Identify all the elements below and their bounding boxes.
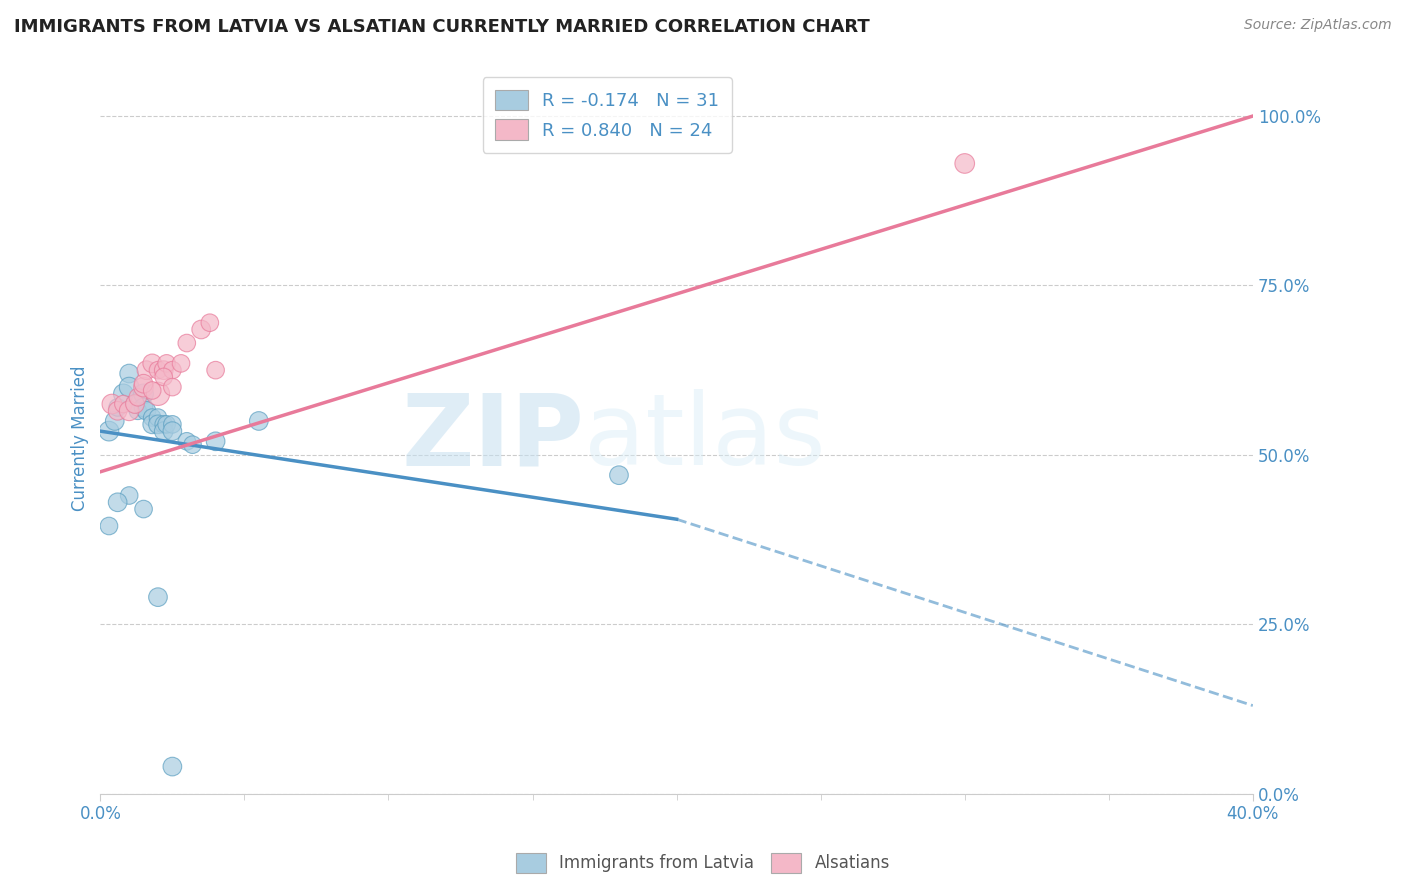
Point (127, 390, 149, 404)
Point (132, 401, 155, 415)
Point (101, 397, 124, 411)
Legend: R = -0.174   N = 31, R = 0.840   N = 24: R = -0.174 N = 31, R = 0.840 N = 24 (482, 77, 733, 153)
Point (98, 424, 121, 438)
Point (152, 424, 174, 438)
Point (170, 356, 193, 370)
Point (198, 316, 221, 330)
Point (141, 384, 163, 398)
Point (190, 322, 212, 336)
Point (112, 397, 135, 411)
Point (132, 502, 155, 516)
Point (176, 336, 198, 351)
Point (104, 414, 127, 428)
Point (162, 417, 184, 432)
Point (132, 380, 155, 394)
Text: ZIP: ZIP (402, 390, 585, 486)
Point (181, 438, 204, 452)
Point (162, 424, 184, 438)
Point (132, 376, 155, 391)
Point (118, 404, 141, 418)
Point (152, 370, 174, 384)
Point (135, 404, 157, 418)
Point (141, 356, 163, 370)
Point (135, 363, 157, 377)
Point (176, 434, 198, 449)
Point (112, 387, 135, 401)
Point (162, 363, 184, 377)
Point (124, 397, 146, 411)
Point (152, 417, 174, 432)
Point (141, 410, 163, 425)
Point (162, 380, 184, 394)
Point (98, 519, 121, 533)
Point (107, 404, 129, 418)
Point (162, 759, 184, 773)
Point (156, 356, 179, 370)
Point (141, 417, 163, 432)
Point (607, 468, 630, 483)
Point (127, 404, 149, 418)
Point (156, 417, 179, 432)
Y-axis label: Currently Married: Currently Married (72, 365, 89, 510)
Point (146, 590, 169, 604)
Point (152, 363, 174, 377)
Point (146, 363, 169, 377)
Point (953, 156, 976, 170)
Point (107, 401, 129, 415)
Point (146, 417, 169, 432)
Text: atlas: atlas (585, 390, 825, 486)
Text: IMMIGRANTS FROM LATVIA VS ALSATIAN CURRENTLY MARRIED CORRELATION CHART: IMMIGRANTS FROM LATVIA VS ALSATIAN CURRE… (14, 18, 870, 36)
Point (118, 489, 141, 503)
Point (107, 495, 129, 509)
Point (247, 414, 270, 428)
Point (146, 387, 169, 401)
Point (124, 397, 146, 411)
Point (132, 387, 155, 401)
Text: Source: ZipAtlas.com: Source: ZipAtlas.com (1244, 18, 1392, 32)
Point (204, 363, 226, 377)
Point (146, 410, 169, 425)
Point (118, 380, 141, 394)
Point (204, 434, 226, 449)
Point (118, 367, 141, 381)
Legend: Immigrants from Latvia, Alsatians: Immigrants from Latvia, Alsatians (509, 847, 897, 880)
